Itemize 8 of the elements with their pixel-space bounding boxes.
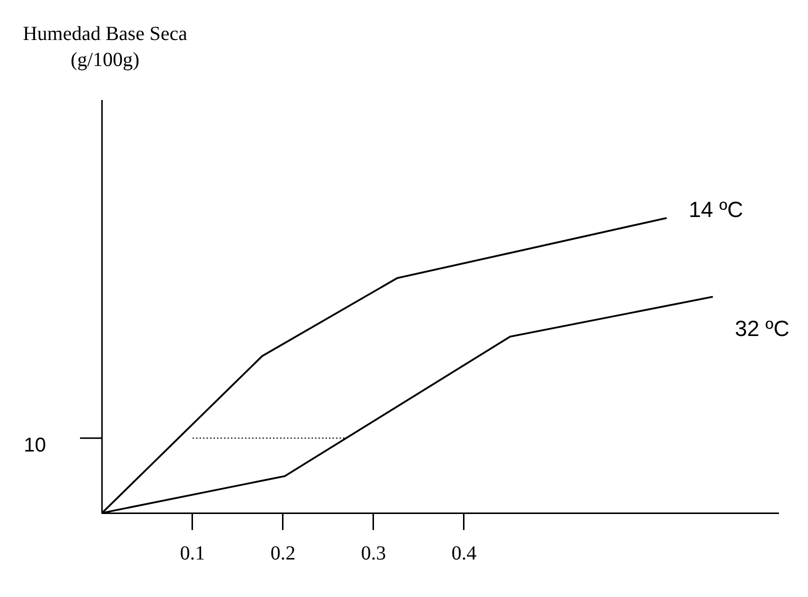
text: 10: [24, 434, 46, 457]
text: Humedad Base Seca (g/100g): [22, 23, 188, 71]
series-label: 14 ºC: [688, 197, 744, 222]
x-tick-label: 0.2: [270, 542, 296, 564]
x-tick-label: 0.3: [360, 542, 386, 564]
x-tick-label: 0.4: [451, 542, 476, 564]
series-label: 32 ºC: [734, 316, 790, 341]
x-tick-label: 0.1: [180, 542, 205, 564]
